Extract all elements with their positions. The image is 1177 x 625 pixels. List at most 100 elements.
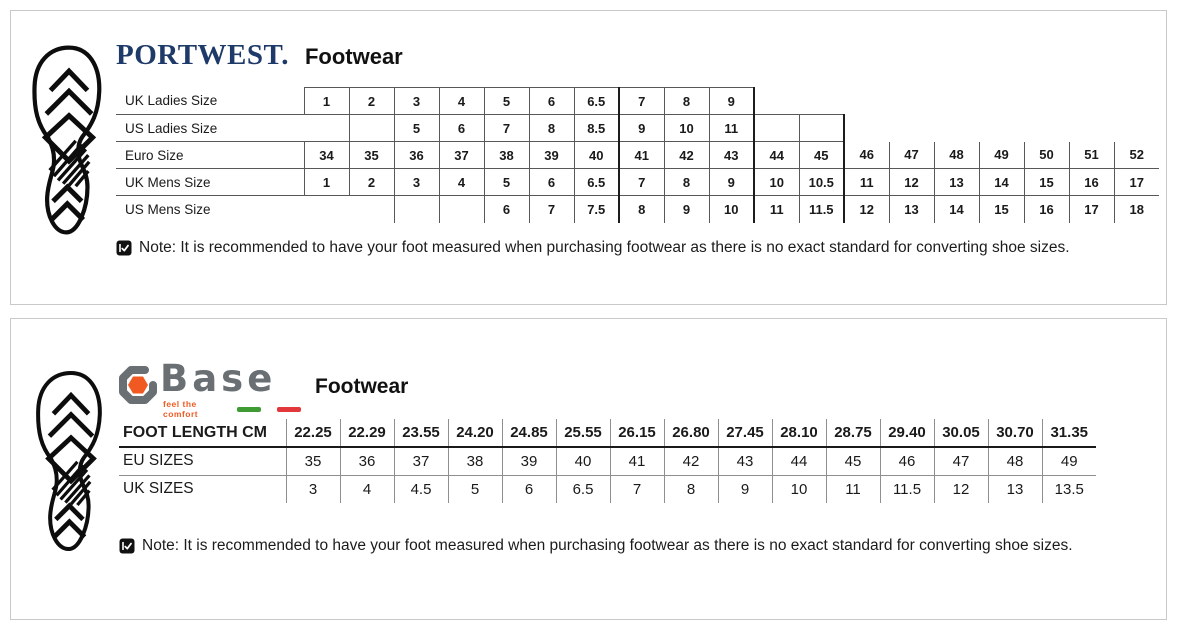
size-cell: 16 — [1068, 168, 1114, 196]
size-cell: 50 — [1023, 141, 1069, 169]
size-cell — [393, 195, 439, 223]
size-cell: 38 — [447, 447, 502, 476]
size-cell: 35 — [348, 141, 394, 169]
size-cell: 26.15 — [609, 419, 664, 448]
base-tagline-row: feel the comfort — [163, 399, 302, 419]
size-cell: 30.05 — [933, 419, 988, 448]
size-cell: 9 — [708, 87, 755, 115]
size-cell: 5 — [447, 475, 502, 503]
boot-sole-print-icon — [27, 37, 111, 243]
size-cell: 46 — [879, 447, 934, 476]
size-cell: 17 — [1068, 195, 1114, 223]
size-cell: 8 — [528, 114, 574, 142]
size-cell — [753, 114, 799, 142]
table-row: UK SIZES 3 4 4.5 5 6 6.5 7 8 9 10 11 11.5 12 13 13.5 — [119, 475, 1096, 503]
size-cell: 4 — [438, 168, 484, 196]
size-cell: 28.75 — [825, 419, 880, 448]
size-cell: 11 — [825, 475, 880, 503]
size-cell: 9 — [717, 475, 772, 503]
size-cell: 39 — [528, 141, 574, 169]
size-cell: 15 — [978, 195, 1024, 223]
size-cell: 34 — [303, 141, 349, 169]
row-label: UK Ladies Size — [116, 87, 304, 115]
size-cell — [754, 88, 799, 115]
size-cell: 41 — [618, 141, 664, 169]
size-cell — [844, 115, 889, 142]
row-label: UK Mens Size — [116, 168, 304, 196]
size-cell: 4 — [438, 87, 484, 115]
table-row: US Mens Size 6 7 7.5 8 9 10 11 11.5 12 13 14 15 16 17 1… — [116, 195, 1159, 223]
size-cell — [1024, 115, 1069, 142]
portwest-heading: Footwear — [304, 44, 403, 69]
portwest-note: Note: It is recommended to have your foo… — [116, 239, 1070, 257]
size-cell — [798, 114, 845, 142]
size-cell: 23.55 — [393, 419, 448, 448]
base-hex-icon — [119, 366, 157, 404]
row-label: US Ladies Size — [116, 114, 304, 142]
size-cell: 10 — [663, 114, 709, 142]
size-cell — [1069, 115, 1114, 142]
size-cell: 35 — [285, 447, 340, 476]
size-cell — [1069, 88, 1114, 115]
size-cell: 38 — [483, 141, 529, 169]
size-cell — [889, 115, 934, 142]
size-cell: 36 — [339, 447, 394, 476]
size-cell: 1 — [303, 87, 349, 115]
size-cell: 40 — [555, 447, 610, 476]
size-cell: 5 — [393, 114, 439, 142]
size-cell: 6.5 — [555, 475, 610, 503]
size-cell: 36 — [393, 141, 439, 169]
size-cell: 51 — [1068, 141, 1114, 169]
row-label: US Mens Size — [125, 201, 211, 217]
size-cell: 11 — [843, 168, 889, 196]
note-check-icon — [116, 240, 132, 256]
size-cell — [934, 88, 979, 115]
size-cell: 6 — [483, 195, 529, 223]
base-wordmark: Base — [160, 357, 277, 400]
size-cell: 9 — [663, 195, 709, 223]
size-cell: 12 — [933, 475, 988, 503]
portwest-size-table: UK Ladies Size 1 2 3 4 5 6 6.5 7 8 9 US Ladies Size… — [116, 87, 1159, 223]
row-label: EU SIZES — [119, 447, 286, 476]
size-cell: 11.5 — [798, 195, 844, 223]
size-cell: 7 — [483, 114, 529, 142]
flag-red-bar — [276, 406, 302, 412]
flag-green-bar — [236, 406, 261, 412]
size-cell: 2 — [348, 87, 394, 115]
size-cell: 30.70 — [987, 419, 1042, 448]
size-cell: 4 — [339, 475, 394, 503]
size-cell: 13.5 — [1041, 475, 1096, 503]
size-cell: 11 — [753, 195, 799, 223]
size-cell: 13 — [933, 168, 979, 196]
size-cell: 5 — [483, 87, 529, 115]
size-cell: 48 — [987, 447, 1042, 476]
size-cell — [934, 115, 979, 142]
base-size-chart-panel: Base feel the comfort Footwear FOOT LENG… — [10, 318, 1167, 620]
row-label: UK SIZES — [123, 480, 194, 498]
size-cell: 49 — [1041, 447, 1096, 476]
size-cell: 3 — [393, 168, 439, 196]
size-cell — [349, 196, 394, 223]
size-cell — [889, 88, 934, 115]
size-cell — [438, 195, 484, 223]
size-cell: 6 — [528, 168, 574, 196]
size-cell — [979, 115, 1024, 142]
size-cell: 45 — [798, 141, 844, 169]
size-cell: 6.5 — [573, 87, 619, 115]
size-cell: 37 — [438, 141, 484, 169]
size-cell: 18 — [1113, 195, 1159, 223]
size-cell: 42 — [663, 447, 718, 476]
size-cell — [304, 196, 349, 223]
size-cell: 22.25 — [285, 419, 340, 448]
row-label: Euro Size — [116, 141, 304, 169]
size-cell: 8 — [663, 475, 718, 503]
note-text: Note: It is recommended to have your foo… — [142, 537, 1073, 554]
size-cell: 6 — [501, 475, 556, 503]
size-cell: 44 — [753, 141, 799, 169]
row-label: FOOT LENGTH CM — [119, 419, 286, 448]
size-cell: 25.55 — [555, 419, 610, 448]
size-cell: 7 — [618, 168, 664, 196]
base-heading: Footwear — [315, 375, 409, 398]
size-cell: 29.40 — [879, 419, 934, 448]
base-size-table: FOOT LENGTH CM 22.25 22.29 23.55 24.20 24.85 2… — [119, 419, 1096, 503]
